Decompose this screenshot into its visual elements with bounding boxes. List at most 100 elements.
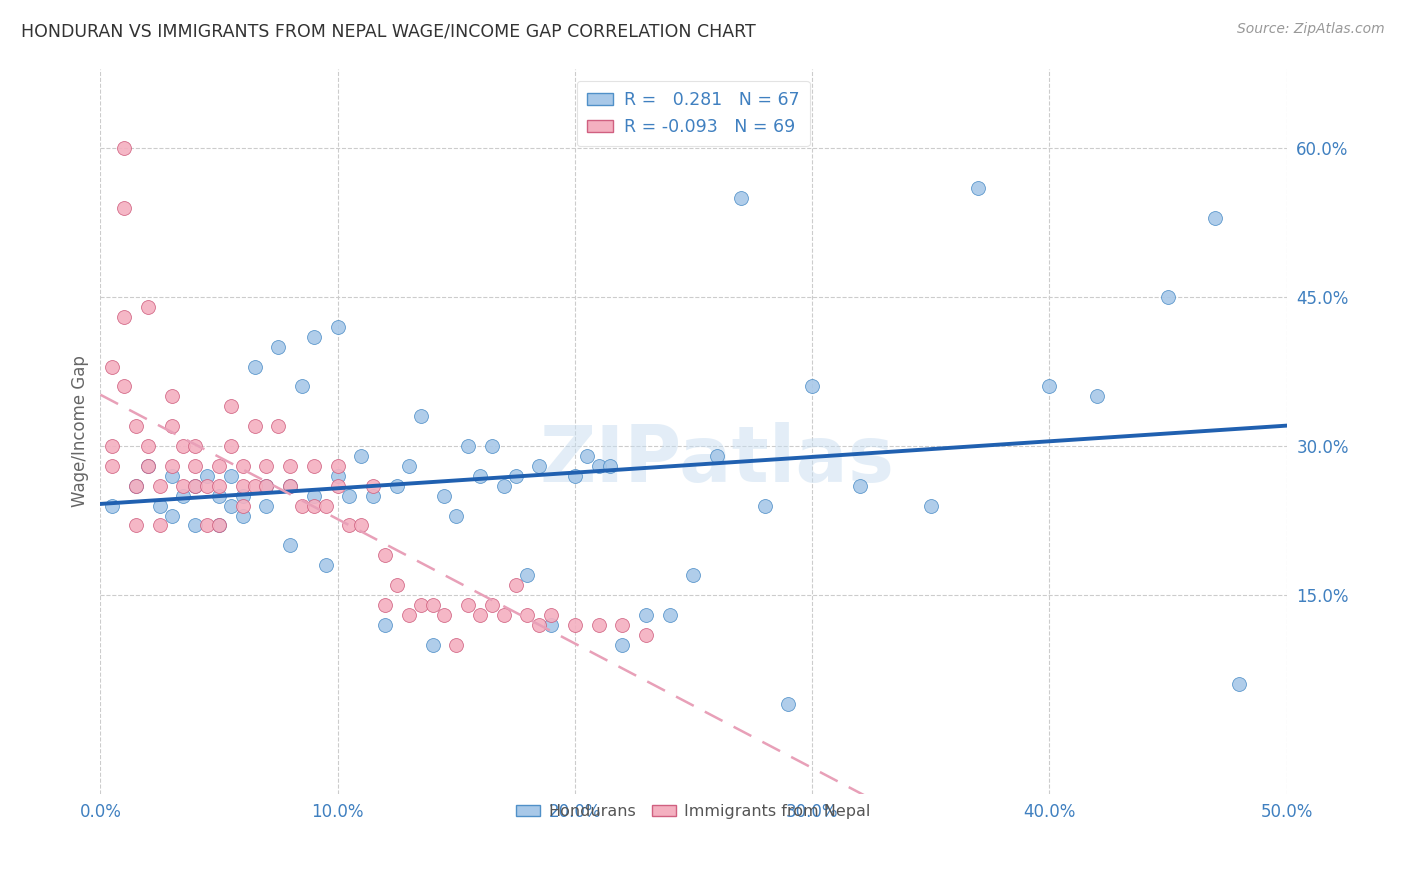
Point — [481, 439, 503, 453]
Point — [529, 617, 551, 632]
Point — [267, 419, 290, 434]
Point — [112, 201, 135, 215]
Point — [149, 479, 172, 493]
Point — [315, 499, 337, 513]
Point — [398, 607, 420, 622]
Point — [184, 458, 207, 473]
Point — [706, 449, 728, 463]
Point — [208, 479, 231, 493]
Point — [505, 468, 527, 483]
Point — [302, 489, 325, 503]
Point — [172, 439, 194, 453]
Point — [125, 479, 148, 493]
Point — [172, 479, 194, 493]
Point — [564, 468, 586, 483]
Point — [575, 449, 598, 463]
Point — [101, 359, 124, 374]
Point — [243, 479, 266, 493]
Point — [967, 180, 990, 194]
Point — [184, 518, 207, 533]
Point — [136, 300, 159, 314]
Point — [1227, 677, 1250, 691]
Point — [136, 458, 159, 473]
Point — [385, 479, 408, 493]
Point — [588, 458, 610, 473]
Point — [754, 499, 776, 513]
Point — [398, 458, 420, 473]
Point — [160, 389, 183, 403]
Point — [433, 489, 456, 503]
Point — [1204, 211, 1226, 225]
Point — [422, 598, 444, 612]
Point — [302, 458, 325, 473]
Point — [339, 489, 361, 503]
Point — [599, 458, 621, 473]
Point — [208, 489, 231, 503]
Point — [612, 617, 634, 632]
Point — [232, 499, 254, 513]
Point — [101, 499, 124, 513]
Point — [208, 518, 231, 533]
Point — [136, 439, 159, 453]
Point — [1038, 379, 1060, 393]
Point — [361, 479, 384, 493]
Text: ZIPatlas: ZIPatlas — [540, 422, 894, 498]
Point — [564, 617, 586, 632]
Point — [468, 607, 491, 622]
Point — [682, 568, 704, 582]
Point — [254, 479, 277, 493]
Point — [529, 458, 551, 473]
Point — [374, 598, 396, 612]
Point — [326, 458, 349, 473]
Point — [195, 479, 218, 493]
Point — [101, 458, 124, 473]
Point — [457, 439, 479, 453]
Point — [125, 479, 148, 493]
Point — [149, 518, 172, 533]
Point — [302, 499, 325, 513]
Point — [778, 698, 800, 712]
Point — [409, 409, 432, 424]
Point — [326, 468, 349, 483]
Point — [315, 558, 337, 573]
Point — [634, 607, 657, 622]
Point — [208, 518, 231, 533]
Point — [444, 638, 467, 652]
Point — [634, 628, 657, 642]
Point — [125, 518, 148, 533]
Point — [1157, 290, 1180, 304]
Point — [160, 419, 183, 434]
Point — [516, 568, 538, 582]
Text: Source: ZipAtlas.com: Source: ZipAtlas.com — [1237, 22, 1385, 37]
Point — [219, 468, 242, 483]
Point — [160, 458, 183, 473]
Point — [184, 479, 207, 493]
Point — [219, 439, 242, 453]
Point — [254, 499, 277, 513]
Legend: Hondurans, Immigrants from Nepal: Hondurans, Immigrants from Nepal — [510, 797, 877, 826]
Point — [385, 578, 408, 592]
Point — [254, 458, 277, 473]
Point — [232, 479, 254, 493]
Point — [101, 439, 124, 453]
Point — [208, 458, 231, 473]
Point — [481, 598, 503, 612]
Point — [243, 359, 266, 374]
Point — [243, 419, 266, 434]
Point — [540, 617, 562, 632]
Point — [433, 607, 456, 622]
Point — [219, 499, 242, 513]
Point — [444, 508, 467, 523]
Point — [112, 310, 135, 324]
Point — [149, 499, 172, 513]
Point — [350, 518, 373, 533]
Point — [612, 638, 634, 652]
Point — [112, 379, 135, 393]
Point — [848, 479, 870, 493]
Point — [801, 379, 824, 393]
Point — [374, 549, 396, 563]
Point — [195, 468, 218, 483]
Text: HONDURAN VS IMMIGRANTS FROM NEPAL WAGE/INCOME GAP CORRELATION CHART: HONDURAN VS IMMIGRANTS FROM NEPAL WAGE/I… — [21, 22, 756, 40]
Point — [492, 479, 515, 493]
Point — [730, 191, 752, 205]
